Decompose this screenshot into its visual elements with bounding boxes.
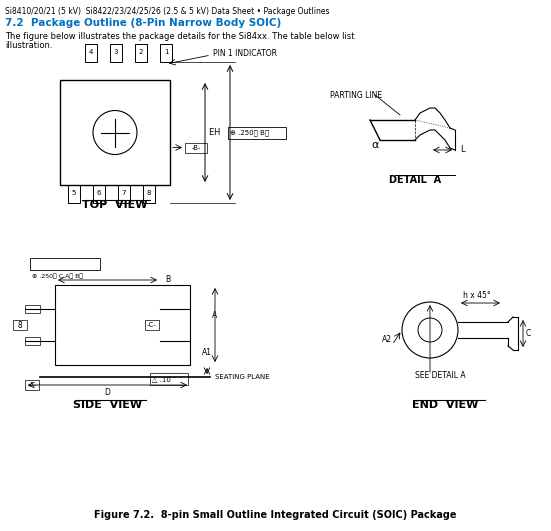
Bar — [60, 80, 170, 185]
Bar — [160, 44, 172, 62]
Text: PARTING LINE: PARTING LINE — [330, 90, 382, 99]
Bar — [118, 185, 130, 203]
Text: C: C — [526, 329, 531, 338]
Text: 5: 5 — [72, 190, 76, 196]
Text: 3: 3 — [114, 49, 118, 55]
Text: A2: A2 — [382, 336, 392, 345]
Text: 8: 8 — [18, 321, 23, 330]
Text: Figure 7.2.  8-pin Small Outline Integrated Circuit (SOIC) Package: Figure 7.2. 8-pin Small Outline Integrat… — [94, 510, 456, 520]
Bar — [25, 305, 40, 313]
Text: -A-: -A- — [27, 382, 37, 388]
Bar — [55, 285, 190, 365]
Text: ⊕ .250Ⓜ BⓂ: ⊕ .250Ⓜ BⓂ — [230, 129, 269, 136]
Text: 6: 6 — [97, 190, 101, 196]
Text: SEE DETAIL A: SEE DETAIL A — [415, 371, 466, 380]
Text: PIN 1 INDICATOR: PIN 1 INDICATOR — [213, 48, 277, 57]
Text: H: H — [214, 128, 220, 137]
Text: E: E — [208, 128, 213, 137]
Bar — [93, 185, 105, 203]
Text: TOP  VIEW: TOP VIEW — [82, 200, 148, 210]
Text: Si8410/20/21 (5 kV)  Si8422/23/24/25/26 (2.5 & 5 kV) Data Sheet • Package Outlin: Si8410/20/21 (5 kV) Si8422/23/24/25/26 (… — [5, 7, 329, 16]
Text: h x 45°: h x 45° — [463, 290, 491, 299]
Text: L: L — [460, 145, 464, 155]
Bar — [85, 44, 97, 62]
Text: B: B — [165, 276, 170, 285]
Text: DETAIL  A: DETAIL A — [389, 175, 441, 185]
Bar — [135, 44, 147, 62]
Text: 7: 7 — [122, 190, 126, 196]
Bar — [25, 337, 40, 345]
Text: -C-: -C- — [147, 322, 157, 328]
Bar — [110, 44, 122, 62]
Text: A: A — [212, 311, 218, 320]
Text: END  VIEW: END VIEW — [412, 400, 478, 410]
Text: 1: 1 — [164, 49, 168, 55]
Text: 7.2  Package Outline (8-Pin Narrow Body SOIC): 7.2 Package Outline (8-Pin Narrow Body S… — [5, 18, 281, 28]
Text: 4: 4 — [89, 49, 93, 55]
Text: illustration.: illustration. — [5, 41, 52, 50]
Bar — [68, 185, 80, 203]
Text: D: D — [105, 388, 110, 397]
Text: α: α — [371, 140, 379, 150]
Text: △ .10: △ .10 — [152, 376, 171, 382]
Text: SEATING PLANE: SEATING PLANE — [215, 374, 269, 380]
Text: The figure below illustrates the package details for the Si84xx. The table below: The figure below illustrates the package… — [5, 32, 354, 41]
Text: A1: A1 — [202, 348, 212, 357]
Text: SIDE  VIEW: SIDE VIEW — [73, 400, 142, 410]
Text: -B-: -B- — [191, 144, 201, 150]
Text: ⊕ .250Ⓜ C AⓂ BⓂ: ⊕ .250Ⓜ C AⓂ BⓂ — [32, 273, 83, 279]
Bar — [143, 185, 155, 203]
Text: 2: 2 — [139, 49, 143, 55]
Text: 8: 8 — [147, 190, 152, 196]
